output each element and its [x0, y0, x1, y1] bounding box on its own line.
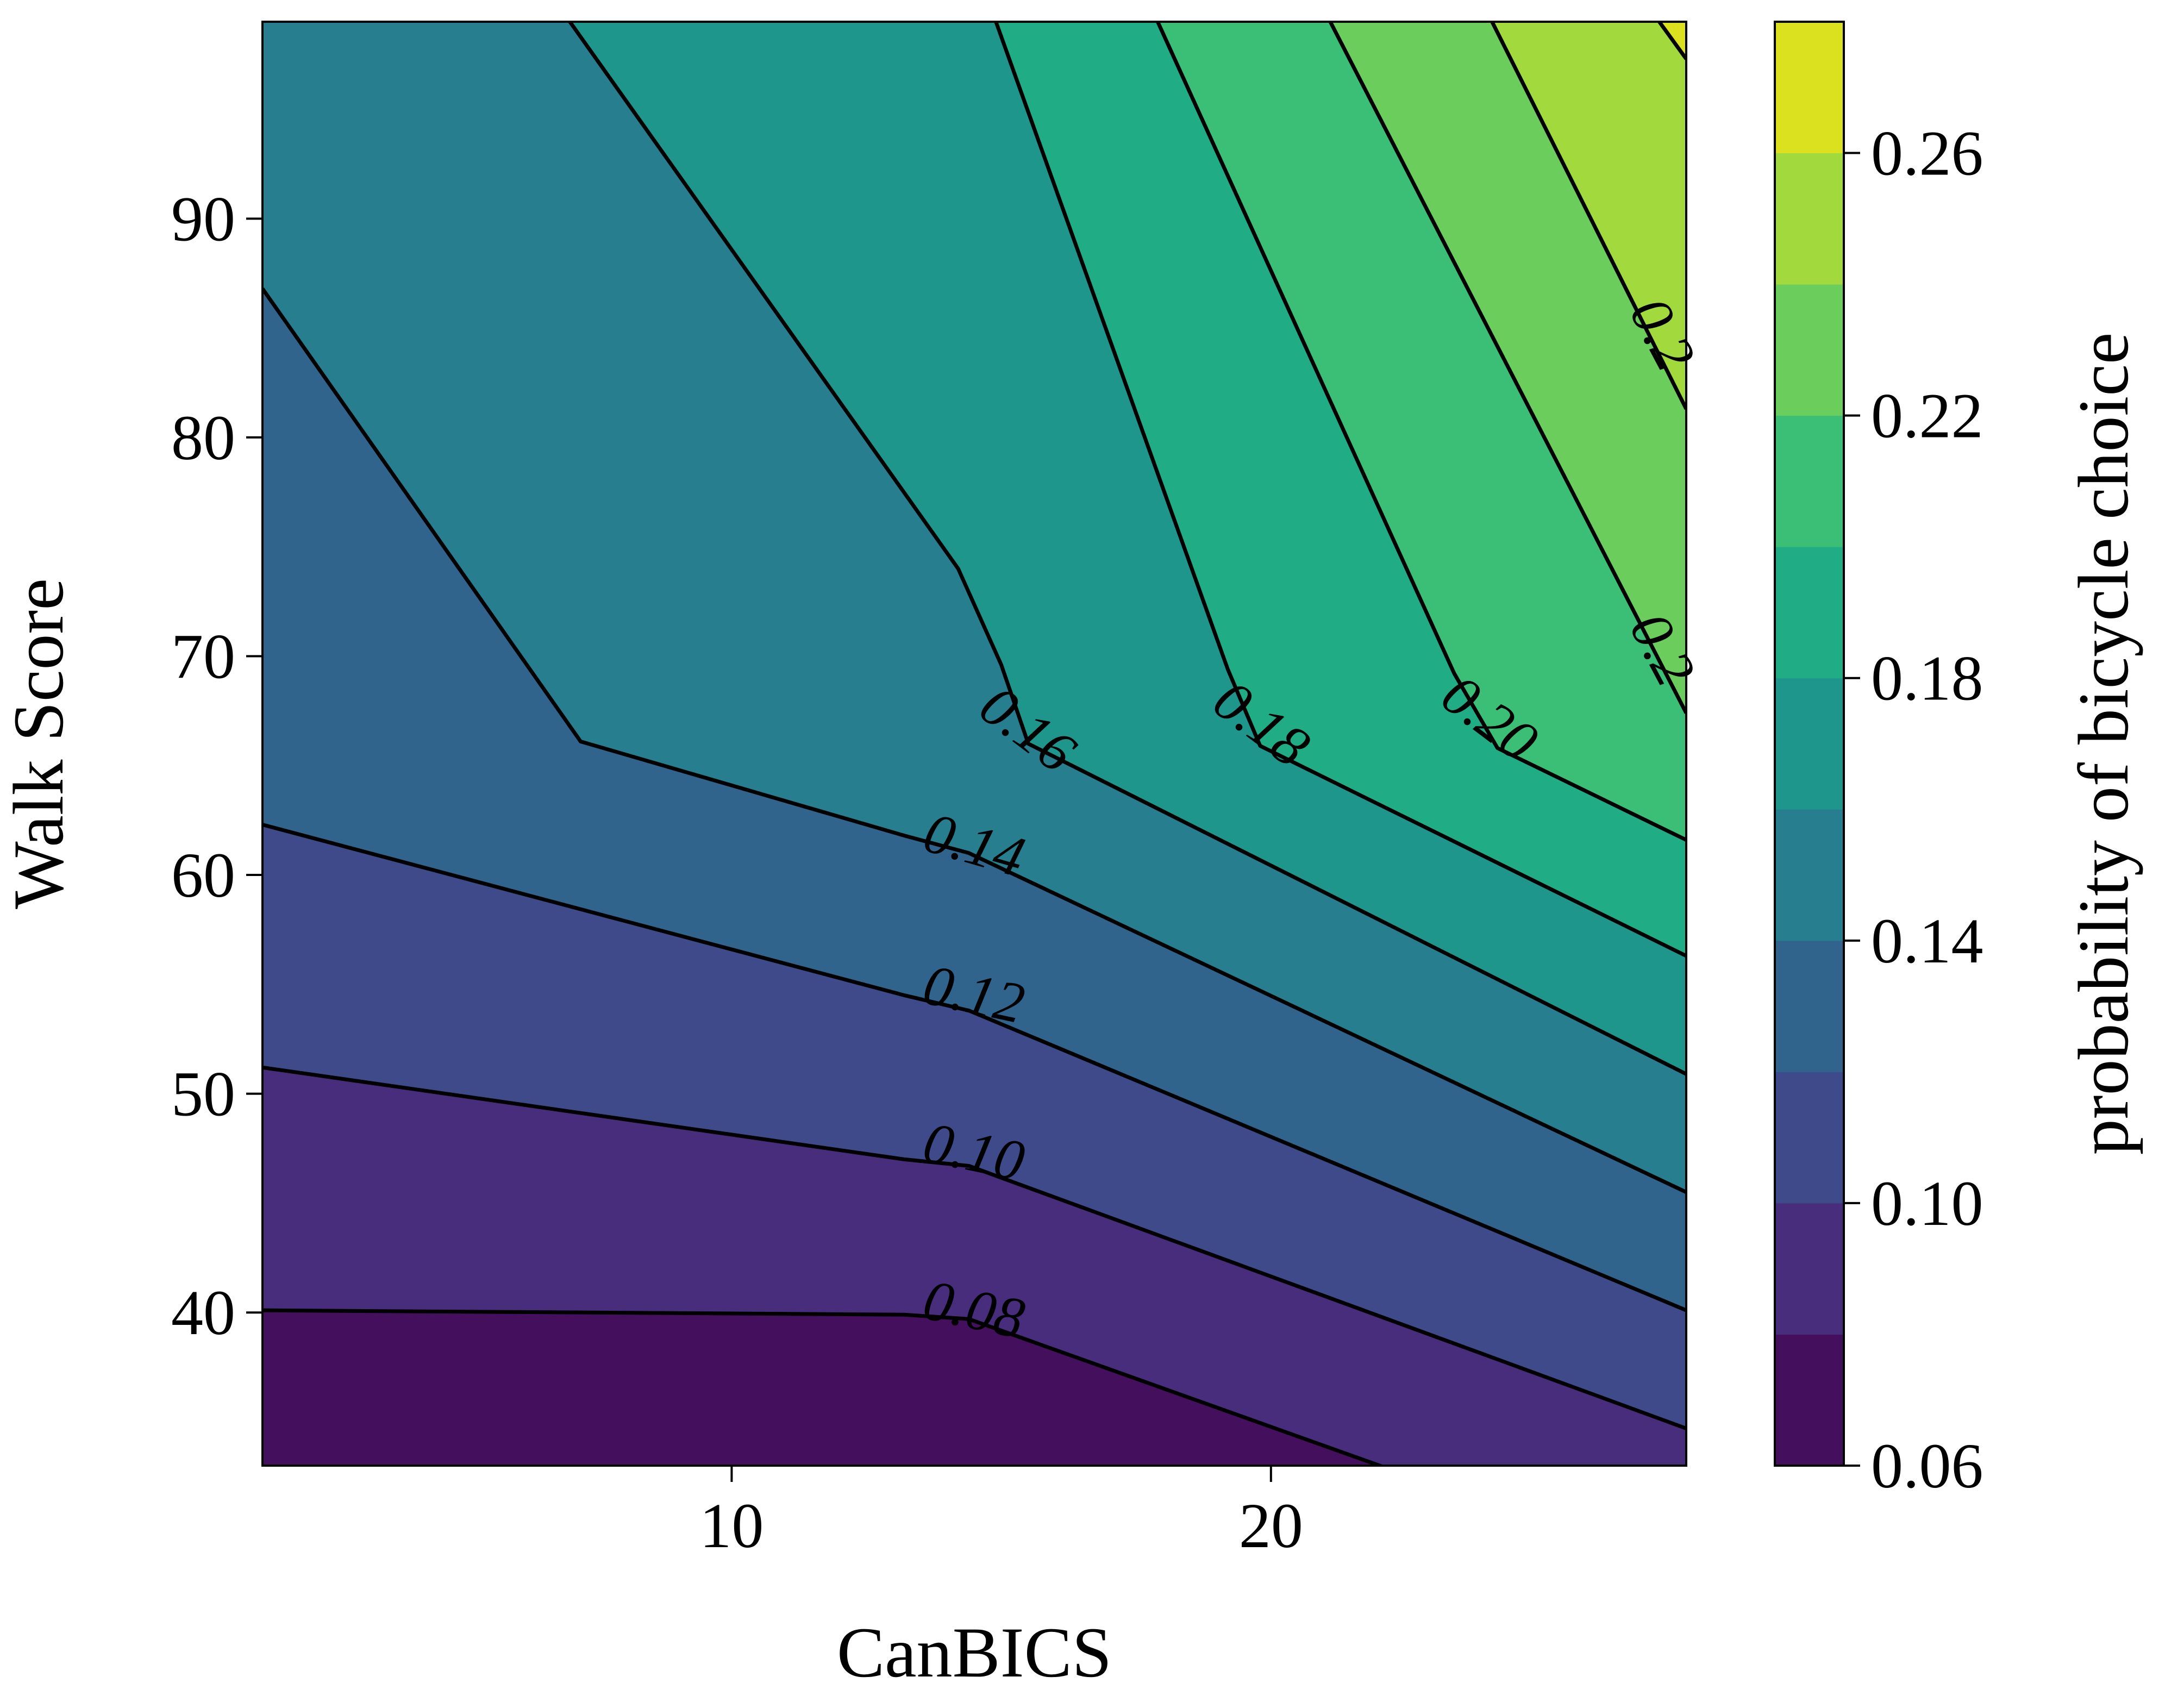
colorbar-ticks: 0.06 0.10 0.14 0.18 0.22 0.26	[1844, 118, 1983, 1501]
y-tick-label: 40	[171, 1277, 235, 1348]
colorbar-segment	[1775, 809, 1844, 941]
y-tick-label: 70	[171, 621, 235, 692]
contour-line-	[1657, 22, 1686, 60]
colorbar-tick-label: 0.10	[1871, 1168, 1983, 1239]
contour-line-0.2	[1328, 22, 1686, 714]
x-tick-label: 10	[699, 1490, 764, 1561]
plot-frame	[261, 21, 1687, 1467]
colorbar-tick-label: 0.18	[1871, 643, 1983, 714]
contour-line-0.2	[1490, 22, 1686, 410]
colorbar-segment	[1775, 22, 1844, 154]
colorbar-segment	[1775, 1203, 1844, 1335]
contour-lines	[262, 22, 1686, 1466]
y-tick-label: 50	[171, 1059, 235, 1130]
contour-band-7	[262, 22, 1686, 840]
contour-band-9	[262, 22, 1686, 409]
y-tick-label: 90	[171, 183, 235, 254]
colorbar-segment	[1775, 678, 1844, 810]
colorbar-segment	[1775, 153, 1844, 285]
colorbar-segment	[1775, 547, 1844, 679]
contour-line-0.08	[262, 1308, 1386, 1466]
colorbar-segment	[1775, 1072, 1844, 1204]
colorbar-segment	[1775, 1334, 1844, 1466]
colorbar-tick-label: 0.22	[1871, 380, 1983, 452]
colorbar-segment	[1775, 940, 1844, 1072]
colorbar-title: probability of bicycle choice	[2063, 333, 2143, 1155]
contour-line-0.18	[994, 22, 1686, 958]
x-axis-title: CanBICS	[837, 1612, 1112, 1692]
filled-contours	[262, 22, 1686, 1466]
y-axis-ticks: 40 50 60 70 80 90	[171, 183, 262, 1348]
colorbar-segment	[1775, 415, 1844, 547]
contour-line-0.14	[262, 287, 1686, 1194]
contour-line-0.20	[1156, 22, 1686, 842]
x-tick-label: 20	[1239, 1490, 1303, 1561]
colorbar-tick-label: 0.26	[1871, 118, 1983, 189]
colorbar	[1775, 22, 1844, 1466]
contour-line-0.12	[262, 823, 1686, 1312]
x-axis-ticks: 10 20	[699, 1466, 1303, 1561]
colorbar-tick-label: 0.06	[1871, 1430, 1983, 1501]
colorbar-tick-label: 0.14	[1871, 905, 1983, 977]
contour-line-0.16	[568, 22, 1686, 1076]
y-tick-label: 60	[171, 840, 235, 911]
y-tick-label: 80	[171, 402, 235, 473]
y-axis-title: Walk Score	[0, 578, 78, 909]
colorbar-frame	[1774, 21, 1845, 1467]
colorbar-segment	[1775, 284, 1844, 416]
contour-line-0.10	[262, 1065, 1686, 1430]
